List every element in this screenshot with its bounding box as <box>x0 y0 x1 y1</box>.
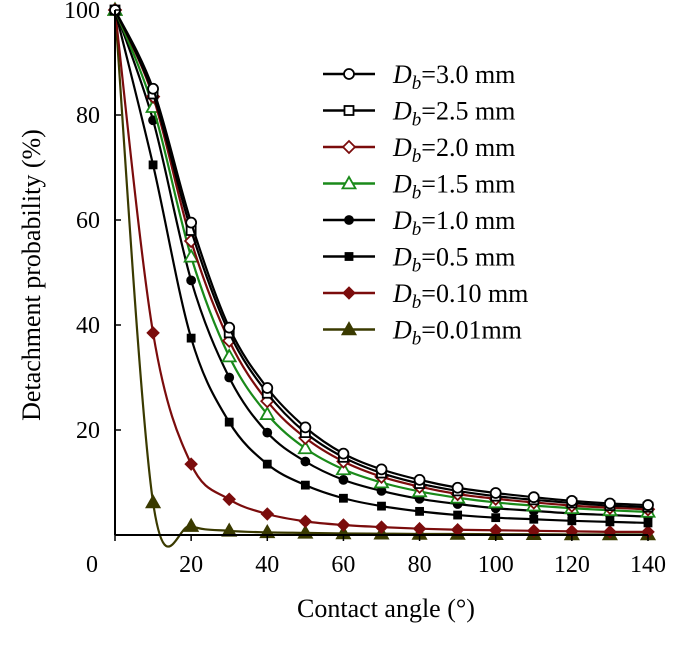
legend-item: Db=0.5 mm <box>323 243 515 277</box>
data-point <box>221 348 238 363</box>
data-point <box>297 440 314 455</box>
data-point <box>262 459 272 469</box>
x-tick-label: 80 <box>408 552 432 578</box>
series-1_5mm <box>106 1 657 518</box>
x-tick-label: 0 <box>86 552 98 578</box>
data-point <box>145 494 162 509</box>
series-line <box>113 9 649 533</box>
data-point <box>222 492 236 507</box>
data-point <box>413 473 426 486</box>
x-tick-label: 40 <box>255 552 279 578</box>
data-point <box>261 382 274 394</box>
data-point <box>183 517 200 532</box>
data-point <box>185 216 198 229</box>
legend-swatch-marker <box>344 215 354 225</box>
x-axis-title: Contact angle (°) <box>297 594 475 623</box>
data-point <box>300 456 311 467</box>
series-0_10mm <box>108 3 655 539</box>
legend-swatch-marker <box>340 175 358 190</box>
data-point <box>415 506 424 516</box>
data-point <box>146 326 160 340</box>
data-point <box>339 493 348 503</box>
data-point <box>298 514 313 529</box>
y-tick-label: 20 <box>76 418 100 444</box>
y-tick-label: 100 <box>64 0 100 24</box>
legend-label: Db=0.10 mm <box>392 279 528 313</box>
legend-swatch-marker <box>343 68 355 80</box>
legend-item: Db=1.0 mm <box>323 206 515 240</box>
data-point <box>451 481 464 494</box>
data-point <box>529 514 539 524</box>
ticks: 0 20 40 60 80 100 120 140 20 40 60 80 100 <box>64 0 666 578</box>
y-axis-title: Detachment probability (%) <box>17 129 46 421</box>
data-point <box>491 513 501 523</box>
data-point <box>224 372 235 383</box>
data-point <box>186 275 197 286</box>
x-tick-label: 140 <box>630 552 666 578</box>
axes <box>114 10 648 536</box>
y-tick-label: 40 <box>76 313 100 339</box>
legend-item: Db=2.5 mm <box>323 97 515 131</box>
data-point <box>453 510 463 520</box>
data-point <box>604 497 616 510</box>
series-0_5mm <box>110 5 653 528</box>
legend-swatch-marker <box>341 139 357 155</box>
data-point <box>642 499 654 511</box>
x-tick-label: 60 <box>331 552 355 578</box>
legend-label: Db=2.5 mm <box>392 97 515 131</box>
data-point <box>299 421 312 434</box>
data-point <box>374 520 389 534</box>
data-point <box>262 427 273 438</box>
x-tick-label: 100 <box>478 552 514 578</box>
data-point <box>337 447 350 460</box>
data-point <box>300 480 310 490</box>
legend-swatch-marker <box>343 105 355 116</box>
legend-item: Db=3.0 mm <box>323 60 515 94</box>
legend-label: Db=0.5 mm <box>392 243 515 277</box>
legend-label: Db=1.5 mm <box>392 170 515 204</box>
data-point <box>148 160 158 170</box>
legend-label: Db=3.0 mm <box>392 60 515 94</box>
legend-label: Db=0.01mm <box>392 316 522 350</box>
legend-swatch-marker <box>342 286 356 300</box>
legend-item: Db=0.10 mm <box>323 279 528 313</box>
series-line <box>113 9 649 518</box>
y-tick-label: 80 <box>76 103 100 129</box>
legend-item: Db=1.5 mm <box>323 170 515 204</box>
data-point <box>338 474 349 485</box>
y-tick-label: 60 <box>76 208 100 234</box>
legend-label: Db=2.0 mm <box>392 133 515 167</box>
data-point <box>489 487 502 499</box>
series-line <box>113 9 649 525</box>
data-point <box>224 417 234 427</box>
x-tick-label: 20 <box>179 552 203 578</box>
data-point <box>375 463 388 476</box>
data-point <box>336 518 351 532</box>
data-point <box>567 516 577 526</box>
legend-swatch-marker <box>340 321 358 336</box>
data-point <box>183 248 200 263</box>
plot-area <box>106 1 657 548</box>
legend-swatch-marker <box>344 252 354 261</box>
data-point <box>147 82 159 95</box>
data-point <box>186 333 196 343</box>
data-point <box>377 501 386 511</box>
data-point <box>184 457 198 471</box>
legend-label: Db=1.0 mm <box>392 206 515 240</box>
legend-item: Db=2.0 mm <box>323 133 515 167</box>
data-point <box>527 491 540 504</box>
legend-item: Db=0.01mm <box>323 316 522 350</box>
data-point <box>565 494 578 507</box>
data-point <box>223 321 236 334</box>
data-point <box>259 405 276 421</box>
x-tick-label: 120 <box>554 552 590 578</box>
data-point <box>527 524 541 538</box>
data-point <box>260 507 275 521</box>
series-3_0mm <box>109 4 654 511</box>
